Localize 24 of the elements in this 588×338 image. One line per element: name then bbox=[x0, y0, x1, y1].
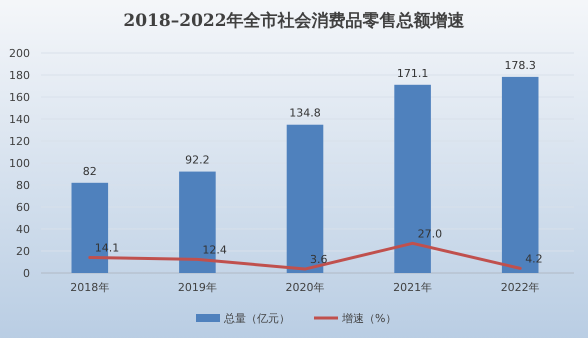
data-label: 171.1 bbox=[396, 66, 428, 80]
y-tick-label: 200 bbox=[9, 47, 30, 60]
y-tick-label: 180 bbox=[9, 69, 30, 82]
chart-title: 2018–2022年全市社会消费品零售总额增速 bbox=[123, 11, 465, 31]
y-tick-label: 40 bbox=[16, 223, 30, 236]
legend-label: 总量（亿元） bbox=[223, 312, 290, 325]
x-tick-label: 2021年 bbox=[393, 281, 432, 294]
data-label: 82 bbox=[82, 164, 97, 178]
x-tick-label: 2020年 bbox=[286, 281, 324, 294]
data-label: 134.8 bbox=[289, 106, 321, 120]
y-tick-label: 20 bbox=[16, 245, 30, 258]
y-tick-label: 140 bbox=[9, 113, 30, 126]
x-tick-label: 2019年 bbox=[178, 281, 217, 294]
legend-label: 增速（%） bbox=[341, 312, 396, 325]
data-label: 178.3 bbox=[504, 58, 536, 72]
x-tick-label: 2018年 bbox=[70, 281, 110, 294]
y-tick-label: 80 bbox=[16, 179, 30, 192]
x-tick-label: 2022年 bbox=[500, 281, 540, 294]
y-tick-label: 120 bbox=[9, 135, 30, 148]
y-tick-label: 100 bbox=[9, 157, 30, 170]
y-tick-label: 0 bbox=[23, 267, 30, 280]
y-tick-label: 160 bbox=[9, 91, 30, 104]
data-label: 92.2 bbox=[185, 154, 210, 167]
y-tick-label: 60 bbox=[16, 201, 30, 214]
